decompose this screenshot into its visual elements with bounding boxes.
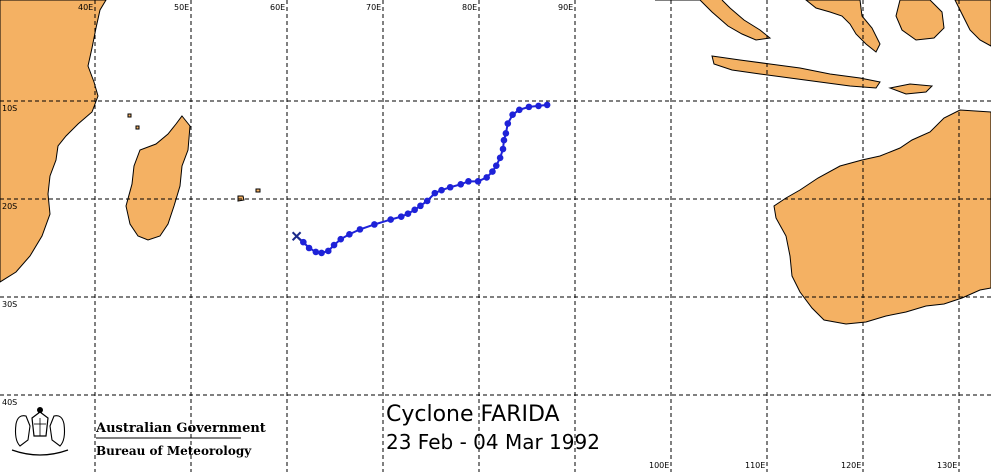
latitude-labels: 10S 20S 30S 40S — [2, 104, 17, 407]
track-position-point — [504, 120, 512, 127]
track-position-point — [496, 154, 504, 162]
track-position-point — [431, 189, 439, 197]
landmass-indochina — [805, 0, 881, 53]
track-position-point — [489, 168, 496, 175]
track-position-point — [525, 103, 533, 111]
logo-line-1: Australian Government — [95, 421, 266, 436]
track-position-point — [483, 174, 490, 181]
landmass-borneo — [895, 0, 945, 41]
lon-label: 40E — [78, 3, 93, 12]
track-position-point — [330, 241, 338, 249]
landmass-timor — [888, 83, 934, 95]
landmass-sumatra — [655, 0, 772, 41]
track-position-point — [516, 106, 523, 114]
track-position-point — [318, 249, 325, 257]
genesis-cross-icon — [291, 231, 302, 241]
lat-label: 10S — [2, 104, 17, 113]
cyclone-track — [291, 101, 551, 257]
landmasses — [0, 0, 991, 325]
track-position-point — [446, 183, 454, 191]
lat-label: 30S — [2, 300, 17, 309]
lon-label: 80E — [462, 3, 477, 12]
track-position-point — [404, 210, 412, 217]
logo-line-2: Bureau of Meteorology — [96, 444, 252, 458]
coat-of-arms-icon — [11, 407, 69, 456]
landmass-africa — [0, 0, 107, 283]
track-position-point — [465, 178, 472, 185]
track-position-point — [423, 197, 431, 205]
track-position-point — [397, 213, 405, 220]
track-position-point — [337, 235, 345, 243]
longitude-labels: 40E 50E 60E 70E 80E 90E 100E 110E 120E 130E — [78, 3, 957, 470]
track-position-point — [300, 238, 307, 246]
track-position-point — [356, 226, 364, 233]
track-position-point — [474, 178, 482, 185]
track-position-point — [457, 181, 465, 188]
lon-label: 60E — [270, 3, 285, 12]
track-position-point — [535, 102, 542, 110]
track-position-point — [438, 186, 445, 194]
landmass-sulawesi — [954, 0, 991, 47]
track-position-point — [502, 130, 510, 137]
track-position-point — [509, 111, 516, 119]
lon-label: 130E — [937, 461, 957, 470]
track-position-point — [543, 101, 551, 109]
track-position-point — [346, 230, 353, 238]
track-position-point — [417, 202, 424, 210]
bom-logo: Australian Government Bureau of Meteorol… — [11, 407, 266, 458]
lon-label: 120E — [841, 461, 861, 470]
lon-label: 110E — [745, 461, 765, 470]
track-position-point — [411, 206, 418, 214]
lat-label: 20S — [2, 202, 17, 211]
landmass-madagascar — [125, 115, 191, 241]
landmass-comoros — [127, 113, 140, 130]
date-range: 23 Feb - 04 Mar 1992 — [386, 430, 600, 454]
landmass-java — [711, 55, 881, 89]
lat-label: 40S — [2, 398, 17, 407]
track-position-point — [499, 145, 507, 153]
track-position-point — [371, 221, 378, 228]
lon-label: 90E — [558, 3, 573, 12]
track-position-point — [324, 247, 332, 255]
track-position-point — [312, 248, 320, 256]
track-position-point — [387, 216, 394, 223]
lon-label: 100E — [649, 461, 669, 470]
landmass-australia — [773, 109, 991, 325]
track-position-point — [305, 244, 313, 252]
lon-label: 50E — [174, 3, 189, 12]
cyclone-title: Cyclone FARIDA — [386, 402, 560, 427]
track-position-point — [500, 136, 508, 144]
lon-label: 70E — [366, 3, 381, 12]
track-position-point — [492, 162, 500, 169]
